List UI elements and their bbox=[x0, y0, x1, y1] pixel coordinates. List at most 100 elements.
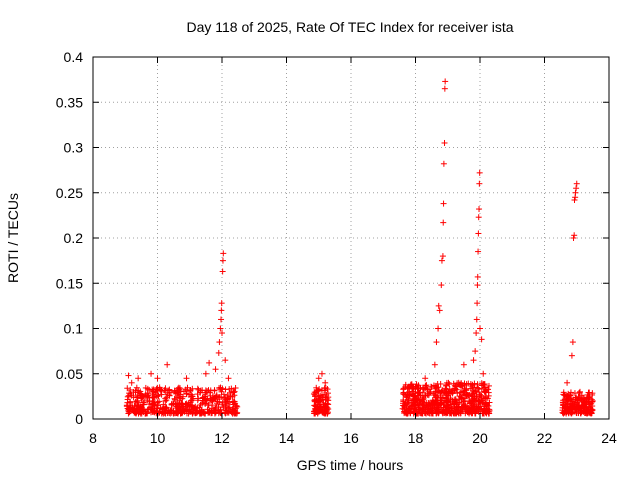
x-tick-label: 24 bbox=[601, 430, 617, 446]
roti-point bbox=[212, 366, 219, 373]
roti-point bbox=[425, 400, 432, 407]
roti-point bbox=[472, 407, 479, 414]
roti-point bbox=[219, 257, 226, 264]
roti-point bbox=[450, 380, 457, 387]
roti-point bbox=[170, 410, 177, 417]
roti-point bbox=[441, 85, 448, 92]
roti-point bbox=[158, 410, 165, 417]
roti-point bbox=[318, 404, 325, 411]
roti-point bbox=[322, 405, 329, 412]
roti-point bbox=[576, 388, 583, 395]
roti-point bbox=[127, 386, 134, 393]
roti-point bbox=[430, 398, 437, 405]
roti-point bbox=[144, 390, 151, 397]
roti-point bbox=[570, 396, 577, 403]
y-axis-label: ROTI / TECUs bbox=[5, 193, 21, 283]
roti-point bbox=[425, 392, 432, 399]
roti-point bbox=[323, 406, 330, 413]
roti-point bbox=[583, 399, 590, 406]
roti-point bbox=[220, 250, 227, 257]
x-tick-label: 20 bbox=[472, 430, 488, 446]
roti-point bbox=[411, 393, 418, 400]
roti-point bbox=[194, 385, 201, 392]
roti-point bbox=[435, 325, 442, 332]
roti-point bbox=[316, 401, 323, 408]
roti-point bbox=[440, 200, 447, 207]
roti-point bbox=[131, 402, 138, 409]
roti-point bbox=[466, 397, 473, 404]
roti-point bbox=[464, 391, 471, 398]
roti-point bbox=[189, 393, 196, 400]
roti-point bbox=[569, 339, 576, 346]
roti-point bbox=[442, 407, 449, 414]
roti-point bbox=[175, 387, 182, 394]
roti-point bbox=[474, 282, 481, 289]
x-axis-label: GPS time / hours bbox=[297, 457, 404, 473]
roti-point bbox=[560, 410, 567, 417]
roti-point bbox=[483, 394, 490, 401]
roti-point bbox=[433, 410, 440, 417]
roti-point bbox=[480, 370, 487, 377]
roti-point bbox=[435, 302, 442, 309]
x-tick-label: 18 bbox=[408, 430, 424, 446]
roti-point bbox=[202, 387, 209, 394]
roti-point bbox=[230, 388, 237, 395]
x-tick-label: 8 bbox=[89, 430, 97, 446]
roti-point bbox=[561, 392, 568, 399]
roti-point bbox=[216, 339, 223, 346]
roti-point bbox=[565, 409, 572, 416]
roti-point bbox=[440, 160, 447, 167]
roti-point bbox=[561, 405, 568, 412]
roti-point bbox=[400, 385, 407, 392]
roti-point bbox=[145, 406, 152, 413]
roti-point bbox=[154, 375, 161, 382]
roti-point bbox=[218, 410, 225, 417]
roti-point bbox=[145, 392, 152, 399]
roti-point bbox=[475, 248, 482, 255]
roti-point bbox=[126, 390, 133, 397]
roti-point bbox=[213, 394, 220, 401]
roti-point bbox=[126, 405, 133, 412]
roti-point bbox=[564, 379, 571, 386]
roti-point bbox=[217, 325, 224, 332]
roti-point bbox=[188, 408, 195, 415]
roti-point bbox=[133, 384, 140, 391]
roti-point bbox=[436, 307, 443, 314]
roti-point bbox=[146, 398, 153, 405]
roti-point bbox=[575, 389, 582, 396]
roti-point bbox=[571, 196, 578, 203]
roti-point bbox=[434, 389, 441, 396]
roti-point bbox=[405, 397, 412, 404]
roti-point bbox=[217, 386, 224, 393]
roti-point bbox=[450, 400, 457, 407]
y-tick-label: 0.15 bbox=[56, 275, 83, 291]
roti-point bbox=[150, 394, 157, 401]
chart-title: Day 118 of 2025, Rate Of TEC Index for r… bbox=[186, 19, 513, 35]
roti-point bbox=[151, 399, 158, 406]
roti-point bbox=[576, 394, 583, 401]
roti-point bbox=[318, 391, 325, 398]
grid-lines bbox=[93, 57, 609, 419]
roti-point bbox=[440, 219, 447, 226]
roti-point bbox=[468, 410, 475, 417]
roti-point bbox=[478, 380, 485, 387]
roti-point bbox=[573, 410, 580, 417]
roti-point bbox=[318, 370, 325, 377]
roti-point bbox=[219, 330, 225, 337]
roti-point bbox=[322, 384, 329, 391]
roti-point bbox=[322, 379, 329, 386]
roti-point bbox=[209, 396, 216, 403]
roti-point bbox=[565, 390, 572, 397]
roti-point bbox=[177, 388, 184, 395]
roti-point bbox=[469, 381, 476, 388]
roti-point bbox=[192, 409, 199, 416]
roti-point bbox=[128, 379, 135, 386]
roti-point bbox=[312, 405, 319, 412]
roti-point bbox=[472, 348, 479, 355]
roti-point bbox=[477, 405, 484, 412]
roti-point bbox=[407, 409, 414, 416]
roti-point bbox=[470, 390, 477, 397]
roti-point bbox=[313, 396, 320, 403]
roti-point bbox=[476, 206, 483, 213]
roti-point bbox=[231, 398, 238, 405]
